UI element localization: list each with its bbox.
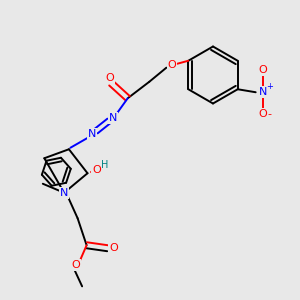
Text: O: O (259, 109, 268, 119)
Text: -: - (268, 109, 272, 119)
Text: H: H (101, 160, 109, 170)
Text: N: N (60, 188, 68, 198)
Text: N: N (109, 113, 117, 123)
Text: O: O (109, 243, 118, 253)
Text: +: + (267, 82, 274, 91)
Text: O: O (105, 73, 114, 83)
Text: O: O (92, 165, 101, 175)
Text: O: O (167, 60, 176, 70)
Text: N: N (259, 87, 267, 97)
Text: O: O (259, 65, 268, 75)
Text: N: N (88, 129, 97, 139)
Text: O: O (72, 260, 80, 270)
